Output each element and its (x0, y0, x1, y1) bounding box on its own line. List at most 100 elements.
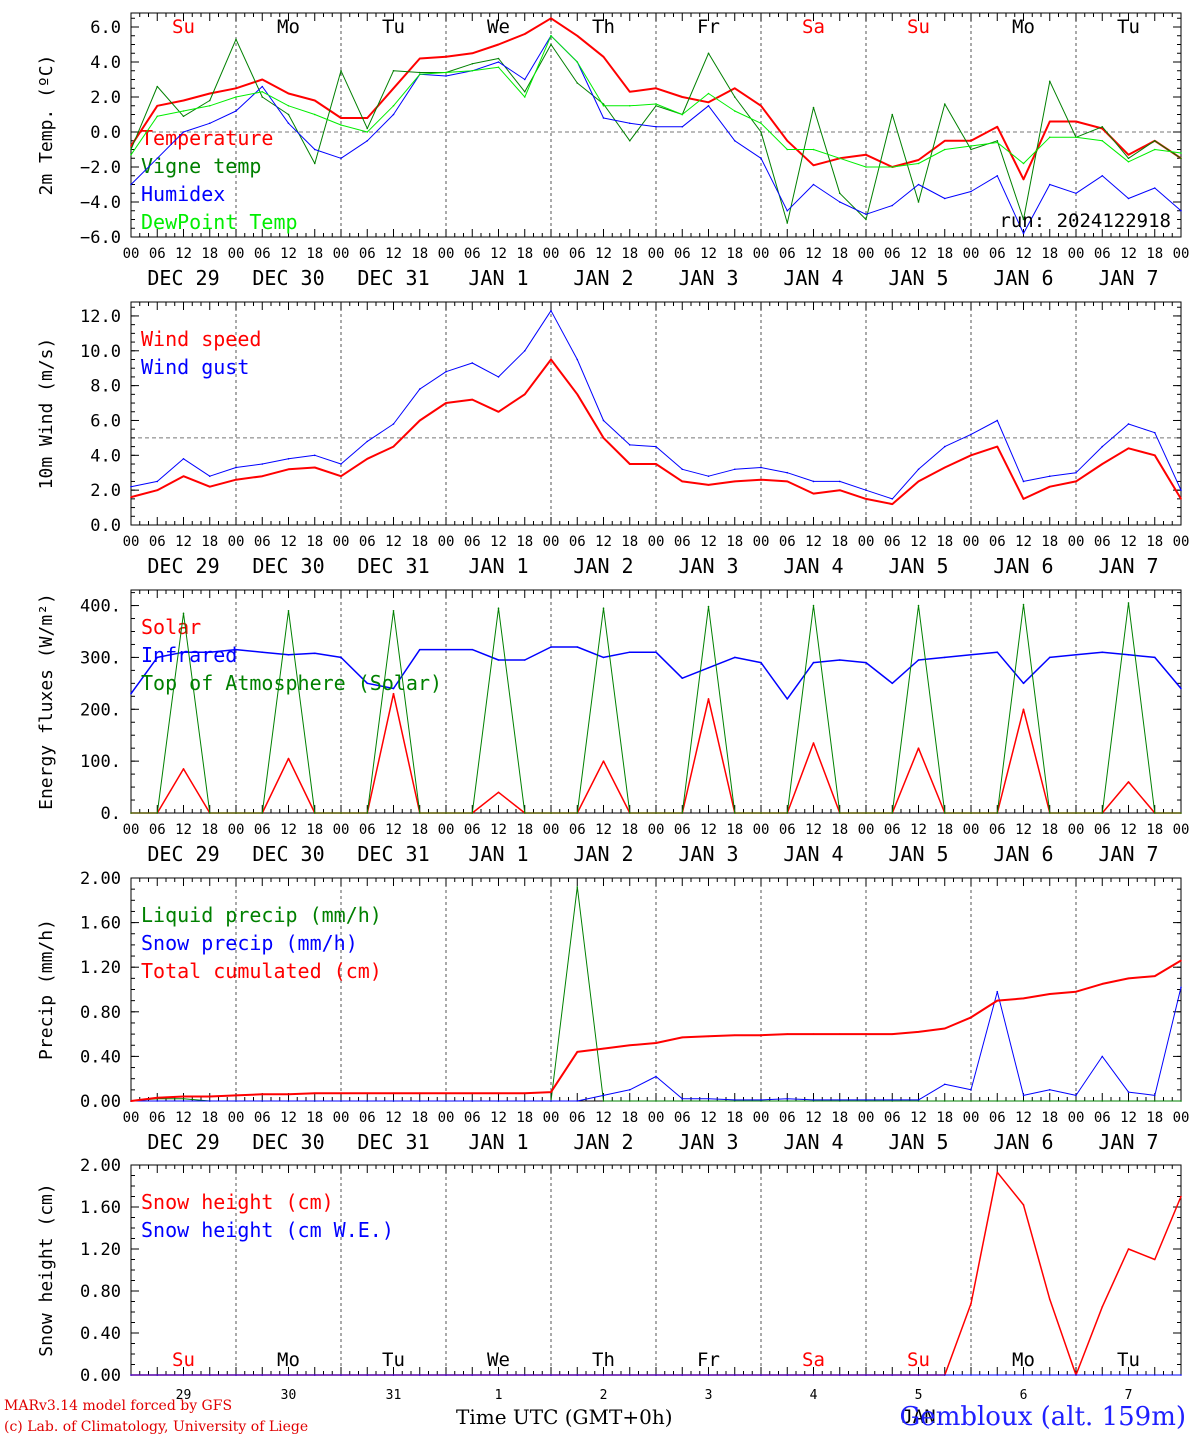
data-point (392, 423, 395, 425)
data-point (497, 1100, 500, 1102)
data-point (917, 659, 920, 661)
data-point (838, 157, 841, 160)
y-tick-label: 4.0 (90, 446, 121, 466)
data-point (1153, 1374, 1156, 1376)
hour-tick-label: 00 (1173, 246, 1190, 262)
data-point (1048, 1374, 1051, 1376)
data-point (891, 498, 894, 500)
data-point (1048, 1100, 1051, 1102)
data-point (445, 648, 447, 651)
data-point (1048, 1298, 1051, 1301)
data-point (418, 57, 421, 60)
data-point (1101, 1374, 1104, 1376)
date-label: DEC 31 (357, 1130, 429, 1154)
data-point (996, 990, 999, 993)
data-point (943, 466, 946, 469)
data-point (812, 492, 815, 495)
data-point (1048, 475, 1051, 478)
hour-tick-label: 18 (516, 822, 533, 838)
data-point (340, 1100, 342, 1102)
data-point (1153, 431, 1156, 434)
day-name: Tu (382, 1349, 405, 1371)
data-point (1101, 651, 1104, 654)
data-point (970, 812, 972, 814)
plot-frame-temperature (130, 12, 1182, 238)
data-point (1022, 498, 1025, 500)
data-point (1101, 139, 1104, 142)
legend-entry: Snow height (cm W.E.) (141, 1218, 394, 1242)
hour-tick-label: 00 (333, 822, 350, 838)
data-point (917, 183, 920, 186)
data-point (1075, 480, 1077, 483)
hour-tick-label: 12 (700, 1110, 717, 1126)
data-point (313, 466, 316, 469)
hour-tick-label: 18 (726, 534, 743, 550)
hour-tick-label: 18 (831, 534, 848, 550)
y-tick-label: 0.0 (90, 516, 121, 536)
hour-tick-label: 12 (595, 246, 612, 262)
date-label: DEC 30 (252, 266, 324, 290)
data-point (1048, 183, 1051, 186)
date-label: DEC 30 (252, 1130, 324, 1154)
hour-tick-label: 18 (936, 534, 953, 550)
data-point (996, 141, 999, 144)
data-point (970, 654, 972, 656)
data-point (707, 52, 710, 55)
data-point (156, 1096, 159, 1099)
data-point (628, 1100, 631, 1102)
hour-tick-label: 18 (411, 534, 428, 550)
data-point (865, 489, 867, 491)
y-tick-label: 300. (80, 648, 121, 668)
date-label: DEC 30 (252, 554, 324, 578)
data-point (471, 1092, 474, 1094)
data-point (786, 698, 789, 700)
data-point (1075, 1374, 1077, 1376)
data-point (1101, 1100, 1104, 1102)
data-point (865, 1374, 867, 1376)
data-point (865, 153, 867, 156)
day-number: 31 (386, 1388, 402, 1403)
data-point (970, 1100, 972, 1102)
data-point (786, 209, 789, 212)
data-point (786, 222, 789, 224)
data-point (261, 463, 264, 465)
data-point (812, 183, 815, 186)
data-point (970, 190, 972, 193)
y-tick-label: 6.0 (90, 18, 121, 38)
data-point (1153, 139, 1156, 142)
data-point (1180, 986, 1182, 989)
day-number: 2 (600, 1388, 608, 1403)
data-point (655, 1075, 657, 1078)
hour-tick-label: 18 (936, 1110, 953, 1126)
data-point (1075, 471, 1077, 474)
data-point (497, 791, 500, 794)
data-point (235, 812, 237, 814)
data-point (576, 646, 579, 648)
data-point (523, 1092, 526, 1094)
hour-tick-label: 06 (149, 1110, 166, 1126)
data-point (628, 651, 631, 654)
hour-tick-label: 12 (1120, 534, 1137, 550)
data-point (156, 115, 159, 118)
data-point (235, 96, 237, 98)
data-point (523, 1374, 526, 1376)
data-point (182, 1374, 185, 1376)
data-point (865, 812, 867, 814)
data-point (760, 157, 762, 160)
date-label: JAN 4 (783, 1130, 843, 1154)
hour-tick-label: 18 (1146, 534, 1163, 550)
hour-tick-label: 06 (989, 534, 1006, 550)
y-axis-title: Energy fluxes (W/m²) (36, 593, 57, 810)
hour-tick-label: 12 (175, 534, 192, 550)
hour-tick-label: 06 (254, 1110, 271, 1126)
hour-tick-label: 12 (700, 822, 717, 838)
data-point (628, 812, 631, 814)
data-point (707, 101, 710, 104)
data-point (707, 475, 710, 478)
data-point (208, 122, 211, 125)
date-label: DEC 29 (147, 266, 219, 290)
hour-tick-label: 06 (149, 534, 166, 550)
data-point (235, 38, 237, 41)
data-point (576, 61, 579, 63)
date-label: JAN 5 (888, 266, 948, 290)
